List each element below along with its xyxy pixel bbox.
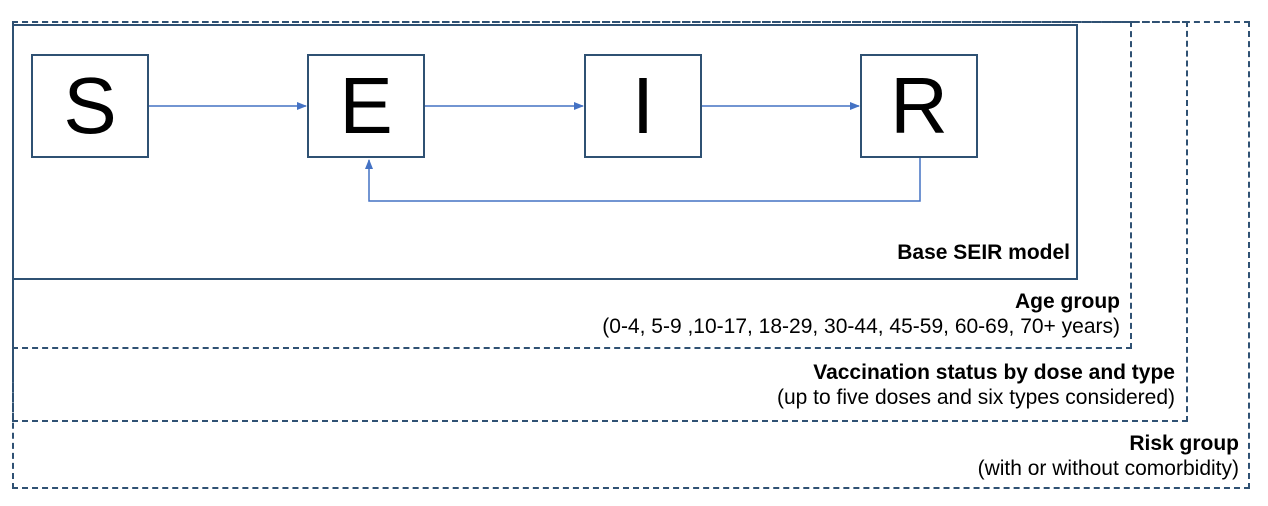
age-group-detail: (0-4, 5-9 ,10-17, 18-29, 30-44, 45-59, 6… xyxy=(602,315,1120,338)
state-exposed: E xyxy=(307,54,425,158)
vaccination-caption: Vaccination status by dose and type (up … xyxy=(777,360,1175,410)
arrow-r-to-e xyxy=(365,158,921,202)
state-susceptible-label: S xyxy=(63,61,117,150)
risk-group-detail: (with or without comorbidity) xyxy=(977,457,1239,480)
state-recovered-label: R xyxy=(890,61,948,150)
vaccination-detail: (up to five doses and six types consider… xyxy=(776,386,1175,409)
state-infectious: I xyxy=(584,54,702,158)
state-recovered: R xyxy=(860,54,978,158)
state-susceptible: S xyxy=(31,54,149,158)
vaccination-title: Vaccination status by dose and type xyxy=(813,361,1175,384)
age-group-caption: Age group (0-4, 5-9 ,10-17, 18-29, 30-44… xyxy=(602,289,1120,339)
state-infectious-label: I xyxy=(631,61,655,150)
age-group-title: Age group xyxy=(1015,290,1120,313)
risk-group-caption: Risk group (with or without comorbidity) xyxy=(978,431,1239,481)
risk-group-title: Risk group xyxy=(1129,432,1239,455)
base-model-caption: Base SEIR model xyxy=(897,241,1070,264)
state-exposed-label: E xyxy=(339,61,393,150)
